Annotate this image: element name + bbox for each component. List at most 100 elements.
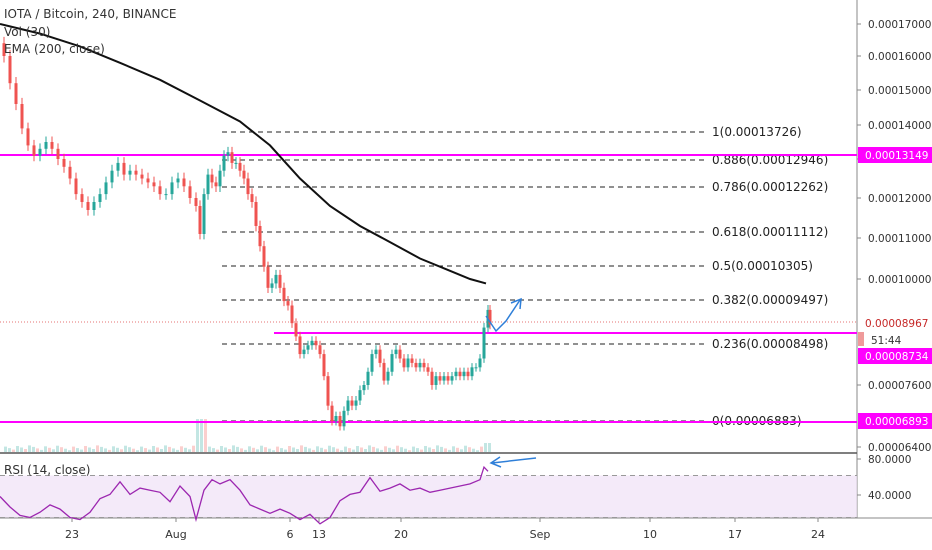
volume-bar xyxy=(56,445,59,452)
candle-body xyxy=(210,174,214,183)
candle-body xyxy=(302,349,306,355)
candle-body xyxy=(170,182,174,195)
volume-legend[interactable]: Vol (30) xyxy=(4,25,51,39)
volume-bar xyxy=(96,445,99,452)
volume-bar xyxy=(136,450,139,452)
candle-body xyxy=(92,202,96,210)
candle-body xyxy=(402,358,406,368)
volume-bar xyxy=(444,448,447,452)
upper-level-tag-box xyxy=(858,147,932,163)
candle-body xyxy=(294,323,298,337)
volume-bar xyxy=(384,446,387,452)
volume-bar xyxy=(32,446,35,452)
time-tick-label: 17 xyxy=(728,528,742,541)
candle-body xyxy=(474,367,478,369)
volume-bar xyxy=(452,446,455,452)
candle-body xyxy=(246,178,250,195)
price-tick-label: 0.00007600 xyxy=(868,380,931,392)
volume-bar xyxy=(28,445,31,452)
volume-bar xyxy=(68,450,71,452)
volume-bar xyxy=(440,446,443,452)
countdown-label: 51:44 xyxy=(871,335,902,347)
candle-body xyxy=(74,178,78,195)
price-pane[interactable] xyxy=(0,0,857,452)
volume-bar xyxy=(468,447,471,452)
volume-bar xyxy=(224,447,227,452)
symbol-legend[interactable]: IOTA / Bitcoin, 240, BINANCE xyxy=(4,7,177,21)
volume-bar xyxy=(312,449,315,452)
price-tick-label: 0.00016000 xyxy=(868,51,931,63)
volume-bar xyxy=(104,448,107,452)
volume-bar xyxy=(112,446,115,452)
volume-bar xyxy=(44,446,47,452)
volume-bar xyxy=(216,449,219,452)
projection-arrow[interactable] xyxy=(485,299,521,333)
price-tick-label: 0.00017000 xyxy=(868,19,931,31)
volume-bar xyxy=(220,446,223,452)
candle-body xyxy=(158,186,162,195)
volume-bar xyxy=(436,445,439,452)
candle-body xyxy=(176,178,180,183)
ema-legend[interactable]: EMA (200, close) xyxy=(4,42,105,56)
volume-bar xyxy=(400,447,403,452)
candle-body xyxy=(266,266,270,288)
rsi-pointer-arrow-head xyxy=(489,456,502,468)
volume-bar xyxy=(472,448,475,452)
last-price-tag-box xyxy=(858,315,932,331)
ema-line[interactable] xyxy=(0,23,487,285)
volume-bar xyxy=(36,448,39,452)
candle-body xyxy=(386,371,390,381)
candle-body xyxy=(50,142,54,149)
volume-bar xyxy=(228,449,231,452)
support-tag: 0.00008734 xyxy=(865,351,929,363)
countdown-marker xyxy=(858,332,864,346)
candle-body xyxy=(310,340,314,346)
rsi-pointer-arrow[interactable] xyxy=(491,457,537,464)
volume-bar xyxy=(272,450,275,452)
candle-body xyxy=(466,371,470,377)
volume-bar xyxy=(320,447,323,452)
candle-body xyxy=(32,145,36,156)
volume-bar xyxy=(212,448,215,452)
candle-body xyxy=(354,400,358,406)
volume-bar xyxy=(392,449,395,452)
volume-bar xyxy=(108,449,111,452)
volume-bar xyxy=(376,448,379,452)
candle-body xyxy=(314,340,318,346)
projection-arrow-head xyxy=(510,297,522,310)
volume-bar xyxy=(100,446,103,452)
volume-bar xyxy=(464,445,467,452)
candle-body xyxy=(330,405,334,422)
volume-bar xyxy=(160,449,163,452)
rsi-line[interactable] xyxy=(0,465,489,525)
candle-body xyxy=(414,362,418,368)
volume-bar xyxy=(180,446,183,452)
volume-bar xyxy=(232,445,235,452)
volume-bar xyxy=(8,448,11,452)
candle-body xyxy=(2,43,6,56)
candle-body xyxy=(318,345,322,355)
price-tick-label: 0.00014000 xyxy=(868,120,931,132)
volume-bar xyxy=(368,445,371,452)
volume-bar xyxy=(396,445,399,452)
volume-bar xyxy=(304,446,307,452)
volume-bar xyxy=(348,448,351,452)
candle-body xyxy=(426,367,430,372)
volume-bar xyxy=(296,449,299,452)
candle-body xyxy=(254,202,258,226)
volume-bar xyxy=(80,449,83,452)
rsi-legend[interactable]: RSI (14, close) xyxy=(4,463,91,477)
candle-body xyxy=(298,336,302,355)
candle-body xyxy=(398,349,402,359)
rsi-tick-label: 40.0000 xyxy=(868,490,911,502)
volume-bar xyxy=(24,449,27,452)
volume-bar xyxy=(48,447,51,452)
volume-bar xyxy=(448,449,451,452)
candle-body xyxy=(274,274,278,284)
volume-bar xyxy=(324,449,327,452)
time-tick-label: Aug xyxy=(165,528,186,541)
price-tick-label: 0.00012000 xyxy=(868,193,931,205)
volume-bar xyxy=(140,446,143,452)
